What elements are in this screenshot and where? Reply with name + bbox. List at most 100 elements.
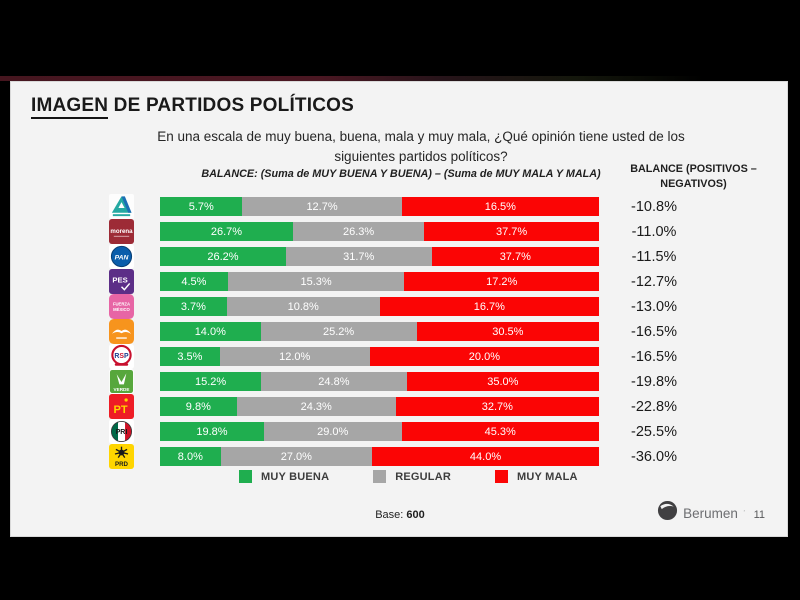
svg-text:PT: PT bbox=[113, 404, 127, 416]
segment-value-label: 37.7% bbox=[499, 250, 531, 263]
segment-value-label: 24.3% bbox=[300, 400, 332, 413]
svg-text:PES: PES bbox=[112, 275, 127, 284]
svg-text:PRD: PRD bbox=[115, 461, 129, 468]
bar-segment-regular: 15.3% bbox=[227, 272, 405, 291]
brand-footer: Berumen ʾ 11 bbox=[657, 500, 765, 526]
bar-segment-muy-mala: 35.0% bbox=[406, 372, 599, 391]
bar-segment-muy-mala: 16.5% bbox=[401, 197, 599, 216]
segment-value-label: 26.7% bbox=[210, 225, 243, 238]
party-logo-icon: FUERZA MÉXICO bbox=[109, 294, 136, 319]
party-row: 5.7% 12.7% 16.5% -10.8% bbox=[109, 194, 704, 219]
segment-value-label: 37.7% bbox=[496, 225, 528, 238]
party-logo-icon: morena bbox=[109, 219, 136, 244]
balance-value: -22.8% bbox=[631, 398, 677, 415]
bar-segment-muy-buena: 3.7% bbox=[160, 297, 227, 316]
segment-value-label: 20.0% bbox=[468, 350, 500, 363]
page-title: IMAGEN DE PARTIDOS POLÍTICOS bbox=[31, 95, 354, 119]
bar-segment-regular: 25.2% bbox=[260, 322, 417, 341]
legend-label: REGULAR bbox=[395, 470, 452, 483]
svg-text:morena: morena bbox=[110, 228, 133, 235]
balance-formula: BALANCE: (Suma de MUY BUENA Y BUENA) – (… bbox=[201, 168, 601, 180]
party-logo-icon: VERDE bbox=[109, 369, 136, 394]
party-row: PES 4.5% 15.3% 17.2% -12.7% bbox=[109, 269, 704, 294]
bar-segment-muy-mala: 37.7% bbox=[424, 222, 599, 241]
segment-value-label: 8.0% bbox=[177, 450, 203, 463]
bar-segment-regular: 24.8% bbox=[261, 372, 407, 391]
survey-question-line1: En una escala de muy buena, buena, mala … bbox=[157, 129, 685, 144]
segment-value-label: 12.0% bbox=[279, 350, 311, 363]
party-row: morena 26.7% 26.3% 37.7% -11.0% bbox=[109, 219, 704, 244]
svg-text:MÉXICO: MÉXICO bbox=[113, 307, 130, 312]
segment-value-label: 17.2% bbox=[486, 275, 518, 288]
segment-value-label: 32.7% bbox=[481, 400, 513, 413]
segment-value-label: 19.8% bbox=[196, 425, 228, 438]
legend-item: REGULAR bbox=[373, 470, 451, 483]
bar-segment-regular: 26.3% bbox=[292, 222, 425, 241]
party-row: VERDE 15.2% 24.8% 35.0% -19.8% bbox=[109, 369, 704, 394]
segment-value-label: 35.0% bbox=[487, 375, 519, 388]
party-row: PRD 8.0% 27.0% 44.0% -36.0% bbox=[109, 444, 704, 469]
base-note: Base: 600 bbox=[11, 509, 789, 521]
balance-value: -36.0% bbox=[631, 448, 677, 465]
segment-value-label: 16.5% bbox=[484, 200, 516, 213]
bar-segment-regular: 10.8% bbox=[226, 297, 380, 316]
balance-value: -19.8% bbox=[631, 373, 677, 390]
legend-item: MUY BUENA bbox=[239, 470, 329, 483]
party-row: 14.0% 25.2% 30.5% -16.5% bbox=[109, 319, 704, 344]
legend-swatch-icon bbox=[495, 470, 509, 483]
page-title-underlined: IMAGEN bbox=[31, 95, 109, 119]
bar-segment-muy-mala: 17.2% bbox=[404, 272, 599, 291]
page-number: 11 bbox=[753, 509, 765, 521]
balance-value: -11.5% bbox=[631, 248, 677, 265]
stacked-bar: 26.7% 26.3% 37.7% bbox=[160, 222, 599, 241]
segment-value-label: 5.7% bbox=[188, 200, 214, 213]
segment-value-label: 12.7% bbox=[306, 200, 338, 213]
bar-segment-muy-buena: 9.8% bbox=[160, 397, 237, 416]
segment-value-label: 29.0% bbox=[317, 425, 349, 438]
chart-legend: MUY BUENA REGULAR MUY MALA bbox=[239, 470, 578, 483]
segment-value-label: 44.0% bbox=[469, 450, 502, 463]
balance-column-header-line2: NEGATIVOS) bbox=[660, 178, 727, 191]
segment-value-label: 26.3% bbox=[342, 225, 375, 238]
slide-panel: IMAGEN DE PARTIDOS POLÍTICOS En una esca… bbox=[10, 81, 788, 537]
segment-value-label: 16.7% bbox=[473, 300, 505, 313]
legend-swatch-icon bbox=[373, 470, 387, 483]
svg-text:PAN: PAN bbox=[115, 254, 129, 261]
segment-value-label: 10.8% bbox=[287, 300, 319, 313]
segment-value-label: 9.8% bbox=[185, 400, 211, 413]
segment-value-label: 24.8% bbox=[318, 375, 350, 388]
stacked-bar: 19.8% 29.0% 45.3% bbox=[160, 422, 599, 441]
bar-segment-regular: 27.0% bbox=[220, 447, 373, 466]
bar-segment-muy-buena: 26.2% bbox=[160, 247, 286, 266]
balance-column-header-line1: BALANCE (POSITIVOS – bbox=[630, 163, 757, 175]
stacked-bar: 15.2% 24.8% 35.0% bbox=[160, 372, 599, 391]
segment-value-label: 4.5% bbox=[181, 275, 207, 288]
bar-segment-muy-buena: 26.7% bbox=[160, 222, 293, 241]
balance-value: -10.8% bbox=[631, 198, 677, 215]
balance-value: -16.5% bbox=[631, 323, 677, 340]
legend-swatch-icon bbox=[239, 470, 252, 483]
balance-value: -25.5% bbox=[631, 423, 677, 440]
legend-label: MUY BUENA bbox=[261, 470, 330, 483]
bar-segment-regular: 31.7% bbox=[285, 247, 432, 266]
bar-segment-muy-mala: 16.7% bbox=[379, 297, 599, 316]
segment-value-label: 14.0% bbox=[194, 325, 226, 338]
chart-rows: 5.7% 12.7% 16.5% -10.8% morena 26.7% 26.… bbox=[109, 194, 704, 469]
base-label: Base: bbox=[375, 509, 404, 521]
segment-value-label: 3.5% bbox=[177, 350, 203, 363]
bar-segment-regular: 12.7% bbox=[242, 197, 402, 216]
bar-segment-muy-mala: 37.7% bbox=[431, 247, 599, 266]
berumen-logo-icon bbox=[657, 500, 678, 526]
bar-segment-muy-buena: 19.8% bbox=[160, 422, 264, 441]
party-logo-icon: PT bbox=[109, 394, 136, 419]
bar-segment-muy-mala: 44.0% bbox=[372, 447, 599, 466]
party-logo-icon bbox=[109, 319, 136, 344]
segment-value-label: 15.3% bbox=[300, 275, 332, 288]
bar-segment-regular: 29.0% bbox=[263, 422, 402, 441]
party-row: FUERZA MÉXICO 3.7% 10.8% 16.7% -13.0% bbox=[109, 294, 704, 319]
party-logo-icon: PRD bbox=[109, 444, 136, 469]
party-logo-icon bbox=[109, 194, 136, 219]
top-accent-bar bbox=[0, 76, 800, 81]
balance-value: -16.5% bbox=[631, 348, 677, 365]
